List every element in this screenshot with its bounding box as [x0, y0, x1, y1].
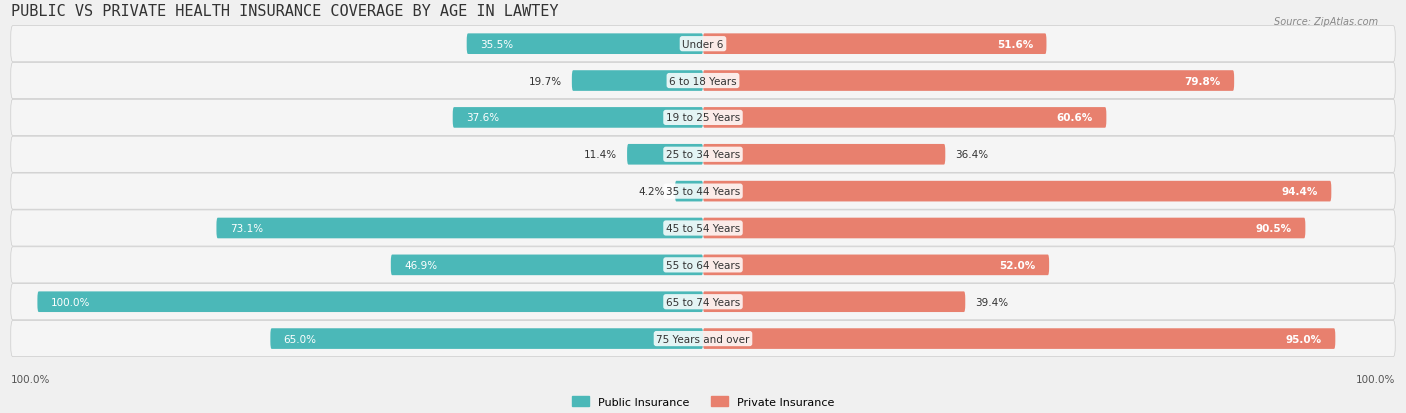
FancyBboxPatch shape [11, 173, 1395, 210]
Text: 25 to 34 Years: 25 to 34 Years [666, 150, 740, 160]
Text: 37.6%: 37.6% [465, 113, 499, 123]
FancyBboxPatch shape [703, 71, 1234, 92]
Text: 94.4%: 94.4% [1282, 187, 1317, 197]
FancyBboxPatch shape [467, 34, 703, 55]
FancyBboxPatch shape [627, 145, 703, 165]
Text: 100.0%: 100.0% [51, 297, 90, 307]
Legend: Public Insurance, Private Insurance: Public Insurance, Private Insurance [568, 392, 838, 411]
FancyBboxPatch shape [703, 108, 1107, 128]
FancyBboxPatch shape [11, 284, 1395, 320]
Text: 90.5%: 90.5% [1256, 223, 1292, 233]
Text: 100.0%: 100.0% [1355, 374, 1395, 384]
FancyBboxPatch shape [453, 108, 703, 128]
FancyBboxPatch shape [217, 218, 703, 239]
FancyBboxPatch shape [270, 328, 703, 349]
Text: 39.4%: 39.4% [976, 297, 1008, 307]
Text: 73.1%: 73.1% [229, 223, 263, 233]
FancyBboxPatch shape [703, 181, 1331, 202]
FancyBboxPatch shape [703, 34, 1046, 55]
FancyBboxPatch shape [703, 255, 1049, 275]
Text: 51.6%: 51.6% [997, 40, 1033, 50]
FancyBboxPatch shape [391, 255, 703, 275]
FancyBboxPatch shape [675, 181, 703, 202]
Text: 46.9%: 46.9% [404, 260, 437, 270]
Text: 95.0%: 95.0% [1286, 334, 1322, 344]
FancyBboxPatch shape [703, 218, 1305, 239]
FancyBboxPatch shape [11, 210, 1395, 247]
Text: 35.5%: 35.5% [479, 40, 513, 50]
Text: 6 to 18 Years: 6 to 18 Years [669, 76, 737, 86]
FancyBboxPatch shape [11, 247, 1395, 283]
Text: 11.4%: 11.4% [583, 150, 617, 160]
Text: PUBLIC VS PRIVATE HEALTH INSURANCE COVERAGE BY AGE IN LAWTEY: PUBLIC VS PRIVATE HEALTH INSURANCE COVER… [11, 4, 558, 19]
Text: Source: ZipAtlas.com: Source: ZipAtlas.com [1274, 17, 1378, 26]
FancyBboxPatch shape [703, 145, 945, 165]
Text: 65.0%: 65.0% [284, 334, 316, 344]
FancyBboxPatch shape [11, 26, 1395, 63]
Text: 4.2%: 4.2% [638, 187, 665, 197]
Text: 100.0%: 100.0% [11, 374, 51, 384]
FancyBboxPatch shape [11, 321, 1395, 357]
FancyBboxPatch shape [38, 292, 703, 312]
Text: Under 6: Under 6 [682, 40, 724, 50]
Text: 75 Years and over: 75 Years and over [657, 334, 749, 344]
Text: 19.7%: 19.7% [529, 76, 562, 86]
FancyBboxPatch shape [11, 100, 1395, 136]
Text: 19 to 25 Years: 19 to 25 Years [666, 113, 740, 123]
Text: 79.8%: 79.8% [1184, 76, 1220, 86]
Text: 36.4%: 36.4% [955, 150, 988, 160]
FancyBboxPatch shape [703, 292, 966, 312]
Text: 45 to 54 Years: 45 to 54 Years [666, 223, 740, 233]
Text: 35 to 44 Years: 35 to 44 Years [666, 187, 740, 197]
Text: 65 to 74 Years: 65 to 74 Years [666, 297, 740, 307]
Text: 60.6%: 60.6% [1057, 113, 1092, 123]
FancyBboxPatch shape [703, 328, 1336, 349]
FancyBboxPatch shape [572, 71, 703, 92]
FancyBboxPatch shape [11, 63, 1395, 100]
Text: 55 to 64 Years: 55 to 64 Years [666, 260, 740, 270]
FancyBboxPatch shape [11, 137, 1395, 173]
Text: 52.0%: 52.0% [1000, 260, 1036, 270]
